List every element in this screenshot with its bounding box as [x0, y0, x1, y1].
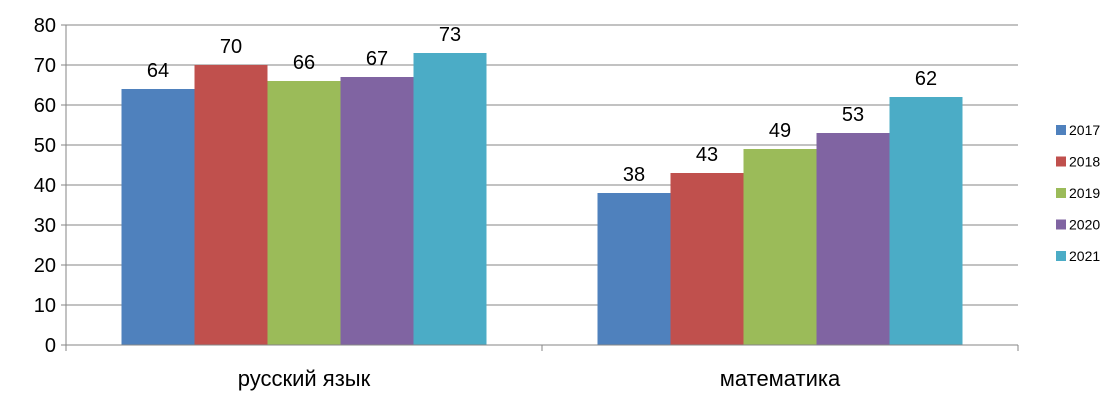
bar-2018-1 [194, 65, 268, 345]
data-label: 64 [147, 60, 169, 82]
axes: 0 10 20 30 40 50 60 70 80 русский язык математика [34, 15, 1019, 391]
legend-swatch-2018 [1056, 156, 1066, 167]
y-tick-label: 0 [45, 335, 56, 357]
bar-2021-2 [889, 97, 963, 345]
data-label: 70 [220, 36, 242, 58]
legend-label: 2021 [1069, 248, 1100, 264]
y-tick-label: 80 [34, 15, 56, 37]
y-tick-label: 70 [34, 55, 56, 77]
x-category-label: математика [720, 366, 841, 391]
data-label: 43 [696, 144, 718, 166]
data-label: 67 [366, 48, 388, 70]
y-tick-label: 50 [34, 135, 56, 157]
legend-label: 2017 [1069, 122, 1100, 138]
data-label: 62 [915, 68, 937, 90]
bar-2017-2 [597, 193, 671, 345]
y-tick-label: 10 [34, 295, 56, 317]
bar-2018-2 [670, 173, 744, 345]
y-tick-label: 20 [34, 255, 56, 277]
data-label: 49 [769, 120, 791, 142]
bar-2021-1 [413, 53, 487, 345]
y-tick-label: 40 [34, 175, 56, 197]
x-category-label: русский язык [238, 366, 371, 391]
data-label: 38 [623, 164, 645, 186]
bar-2017-1 [121, 89, 195, 345]
legend: 2017 2018 2019 2020 2021 [1056, 122, 1100, 264]
data-label: 53 [842, 104, 864, 126]
bar-2020-1 [340, 77, 414, 345]
legend-label: 2020 [1069, 217, 1100, 233]
bars [121, 53, 963, 345]
y-tick-label: 60 [34, 95, 56, 117]
legend-label: 2019 [1069, 185, 1100, 201]
bar-2019-1 [267, 81, 341, 345]
legend-swatch-2019 [1056, 188, 1066, 198]
bar-2019-2 [743, 149, 817, 345]
legend-swatch-2020 [1056, 219, 1066, 230]
data-labels: 64 70 66 67 73 38 43 49 53 62 [147, 24, 937, 186]
data-label: 73 [439, 24, 461, 46]
legend-swatch-2021 [1056, 251, 1066, 261]
bar-2020-2 [816, 133, 890, 345]
y-tick-label: 30 [34, 215, 56, 237]
legend-label: 2018 [1069, 154, 1100, 170]
data-label: 66 [293, 52, 315, 74]
legend-swatch-2017 [1056, 125, 1066, 135]
